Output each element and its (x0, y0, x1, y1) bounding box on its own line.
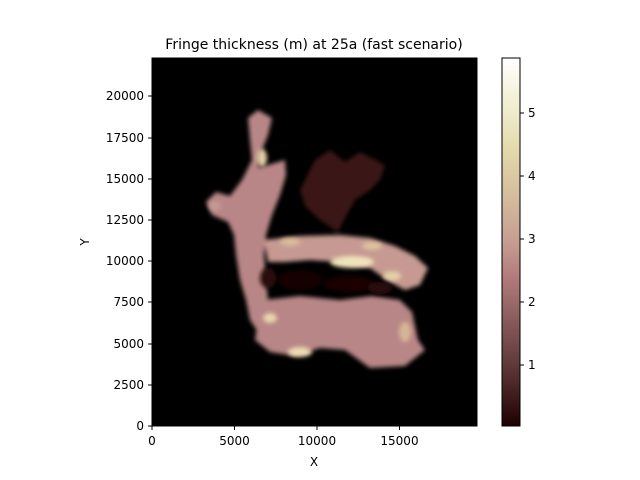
chart-title: Fringe thickness (m) at 25a (fast scenar… (165, 37, 462, 53)
colorbar-tick-5: 5 (520, 106, 536, 120)
y-tick-20000: 20000 (106, 89, 152, 103)
y-tick-10000: 10000 (106, 254, 152, 268)
x-axis-label: X (310, 455, 318, 469)
y-tick-label-20000: 20000 (106, 89, 144, 103)
y-tick-17500: 17500 (106, 131, 152, 145)
y-tick-label-7500: 7500 (113, 295, 144, 309)
heatmap-region-north-patch (300, 150, 385, 232)
y-tick-label-5000: 5000 (113, 337, 144, 351)
y-tick-7500: 7500 (113, 295, 152, 309)
x-tick-label-10000: 10000 (298, 434, 336, 448)
colorbar-tick-2: 2 (520, 295, 536, 309)
y-tick-5000: 5000 (113, 337, 152, 351)
colorbar-tick-1: 1 (520, 358, 536, 372)
colorbar-tick-4: 4 (520, 169, 536, 183)
heatmap-region-west-band (206, 110, 286, 332)
x-tick-label-15000: 15000 (380, 434, 418, 448)
colorbar-tick-label-5: 5 (528, 106, 536, 120)
heatmap-field (206, 110, 428, 368)
colorbar-tick-label-3: 3 (528, 232, 536, 246)
y-tick-2500: 2500 (113, 378, 152, 392)
x-axis: 0 5000 10000 15000 X (148, 426, 419, 469)
x-tick-5000: 5000 (219, 426, 250, 448)
x-tick-15000: 15000 (380, 426, 419, 448)
y-tick-label-10000: 10000 (106, 254, 144, 268)
colorbar-tick-label-2: 2 (528, 295, 536, 309)
y-tick-12500: 12500 (106, 213, 152, 227)
y-axis-label: Y (78, 238, 92, 247)
y-tick-15000: 15000 (106, 172, 152, 186)
y-tick-label-17500: 17500 (106, 131, 144, 145)
y-tick-label-15000: 15000 (106, 172, 144, 186)
colorbar-bar (501, 57, 521, 427)
heatmap-highlights (209, 149, 411, 357)
colorbar: 1 2 3 4 5 (501, 57, 536, 427)
x-tick-label-0: 0 (148, 434, 156, 448)
y-tick-0: 0 (136, 419, 152, 433)
colorbar-tick-label-4: 4 (528, 169, 536, 183)
colorbar-tick-label-1: 1 (528, 358, 536, 372)
x-tick-0: 0 (148, 426, 156, 448)
heatmap-dark-gaps (260, 268, 392, 294)
y-tick-label-0: 0 (136, 419, 144, 433)
x-tick-label-5000: 5000 (219, 434, 250, 448)
plot-frame (151, 57, 478, 427)
colorbar-tick-3: 3 (520, 232, 536, 246)
y-axis: 0 2500 5000 7500 10000 12500 15000 1750 (78, 89, 152, 433)
x-tick-10000: 10000 (298, 426, 336, 448)
y-tick-label-12500: 12500 (106, 213, 144, 227)
y-tick-label-2500: 2500 (113, 378, 144, 392)
